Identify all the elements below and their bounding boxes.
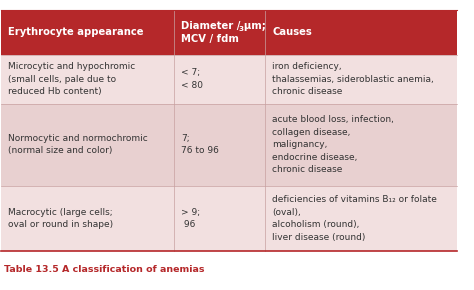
Bar (1, 186, 174, 251)
Bar (174, 104, 265, 186)
Text: Normocytic and normochromic
(normal size and color): Normocytic and normochromic (normal size… (8, 134, 148, 155)
Text: < 7;
< 80: < 7; < 80 (181, 68, 203, 90)
Text: Macrocytic (large cells;
oval or round in shape): Macrocytic (large cells; oval or round i… (8, 208, 113, 229)
Text: Causes: Causes (272, 27, 312, 37)
Text: acute blood loss, infection,
collagen disease,
malignancy,
endocrine disease,
ch: acute blood loss, infection, collagen di… (272, 115, 394, 174)
Text: 7;
76 to 96: 7; 76 to 96 (181, 134, 219, 155)
Bar (265, 186, 456, 251)
Text: Table 13.5 A classification of anemias: Table 13.5 A classification of anemias (4, 264, 204, 273)
Bar (265, 104, 456, 186)
Text: iron deficiency,
thalassemias, sideroblastic anemia,
chronic disease: iron deficiency, thalassemias, siderobla… (272, 62, 434, 96)
Bar (265, 10, 456, 55)
Bar (1, 10, 174, 55)
Text: Erythrocyte appearance: Erythrocyte appearance (8, 27, 144, 37)
Bar (174, 10, 265, 55)
Bar (1, 55, 174, 104)
Bar (174, 55, 265, 104)
Text: deficiencies of vitamins B₁₂ or folate
(oval),
alcoholism (round),
liver disease: deficiencies of vitamins B₁₂ or folate (… (272, 195, 437, 242)
Text: Diameter / μm;
MCV / fdm: Diameter / μm; MCV / fdm (181, 21, 266, 44)
Text: 3: 3 (239, 26, 244, 32)
Text: > 9;
 96: > 9; 96 (181, 208, 201, 229)
Text: Microcytic and hypochromic
(small cells, pale due to
reduced Hb content): Microcytic and hypochromic (small cells,… (8, 62, 136, 96)
Bar (1, 104, 174, 186)
Bar (265, 55, 456, 104)
Bar (174, 186, 265, 251)
